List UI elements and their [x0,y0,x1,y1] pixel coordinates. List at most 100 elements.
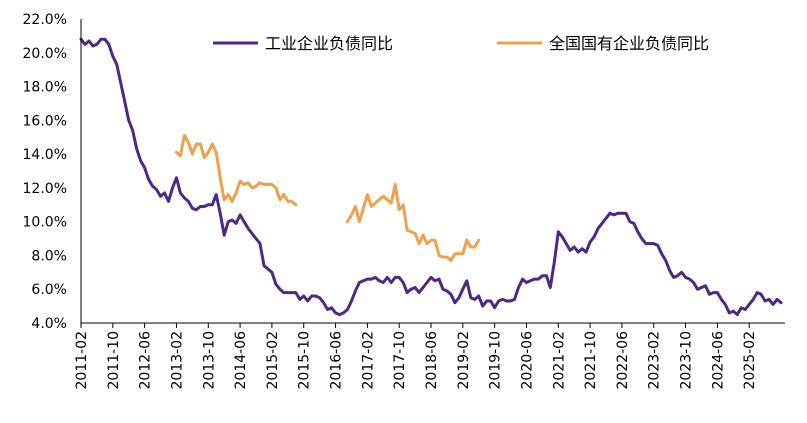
data-point [704,284,707,287]
y-tick-label: 18.0% [23,80,67,96]
series-line-1-segment-1 [346,183,481,262]
x-tick-label: 2024-06 [710,331,726,390]
data-point [366,193,369,196]
data-point [644,242,647,245]
data-point [390,201,393,205]
data-point [135,147,138,151]
data-point [227,220,230,223]
data-point [250,232,254,235]
x-tick-label: 2013-02 [169,331,185,390]
data-point [716,291,719,294]
data-point [425,242,429,245]
data-point [608,212,612,215]
data-point [354,289,357,293]
data-point [513,298,516,301]
data-point [648,242,651,245]
data-point [688,277,691,281]
data-point [433,279,437,282]
data-point [334,311,337,315]
data-point [278,288,282,291]
data-point [227,193,230,196]
data-point [533,277,536,281]
data-point [628,220,632,223]
data-point [119,82,123,85]
data-point [449,259,453,262]
data-point [187,200,190,203]
data-point [131,129,134,132]
data-point [230,200,234,203]
data-point [561,235,564,239]
data-point [143,166,146,169]
data-point [215,151,218,154]
legend-item-industrial: 工业企业负债同比 [213,34,393,53]
data-point [445,289,449,293]
data-point [254,185,258,188]
data-point [298,298,301,301]
data-point [756,291,759,294]
data-point [278,198,282,201]
data-point [366,277,369,281]
x-tick-label: 2019-10 [488,331,504,390]
data-point [457,296,461,299]
data-point [409,288,413,291]
data-point [405,228,409,232]
data-point [453,252,457,255]
data-point [569,249,572,252]
data-point [286,200,289,203]
series-line-1-segment-0 [175,134,298,207]
data-point [211,203,214,206]
data-point [270,271,274,274]
data-point [250,186,254,190]
data-point [330,306,333,309]
data-point [219,176,222,179]
data-point [179,191,182,195]
data-point [497,299,500,303]
data-point [636,230,639,233]
data-point [413,232,417,235]
data-point [274,186,278,190]
x-tick-label: 2021-02 [551,331,567,390]
data-point [358,281,361,284]
data-point [656,244,659,247]
data-point [270,183,274,186]
data-point [541,274,544,277]
data-point [342,311,345,315]
data-point [167,200,170,203]
data-point [203,205,206,208]
data-point [282,193,285,196]
data-point [87,39,91,43]
data-point [234,222,238,225]
data-point [195,208,198,211]
x-tick-label: 2016-06 [329,331,345,390]
data-point [274,283,278,286]
x-tick-label: 2015-10 [297,331,313,390]
data-point [684,276,687,279]
data-point [91,44,95,48]
data-point [477,239,480,242]
data-point [744,308,747,311]
data-point [441,255,445,259]
data-point [127,119,130,122]
data-point [191,152,194,156]
x-tick-label: 2021-10 [583,331,599,390]
data-point [612,213,616,217]
y-tick-label: 16.0% [23,113,67,129]
data-point [378,279,381,282]
data-point [449,293,453,296]
series-layer [79,37,783,317]
data-point [437,277,441,281]
data-point [473,245,476,249]
data-point [481,304,484,308]
data-point [207,203,210,206]
data-point [413,286,417,289]
data-point [238,213,242,217]
data-point [258,181,262,184]
data-point [294,203,297,206]
data-point [640,237,643,240]
data-point [203,156,206,159]
data-point [557,230,560,233]
data-point [429,276,433,279]
x-tick-label: 2011-02 [74,331,90,390]
data-point [147,178,150,181]
y-tick-label: 14.0% [23,147,67,163]
